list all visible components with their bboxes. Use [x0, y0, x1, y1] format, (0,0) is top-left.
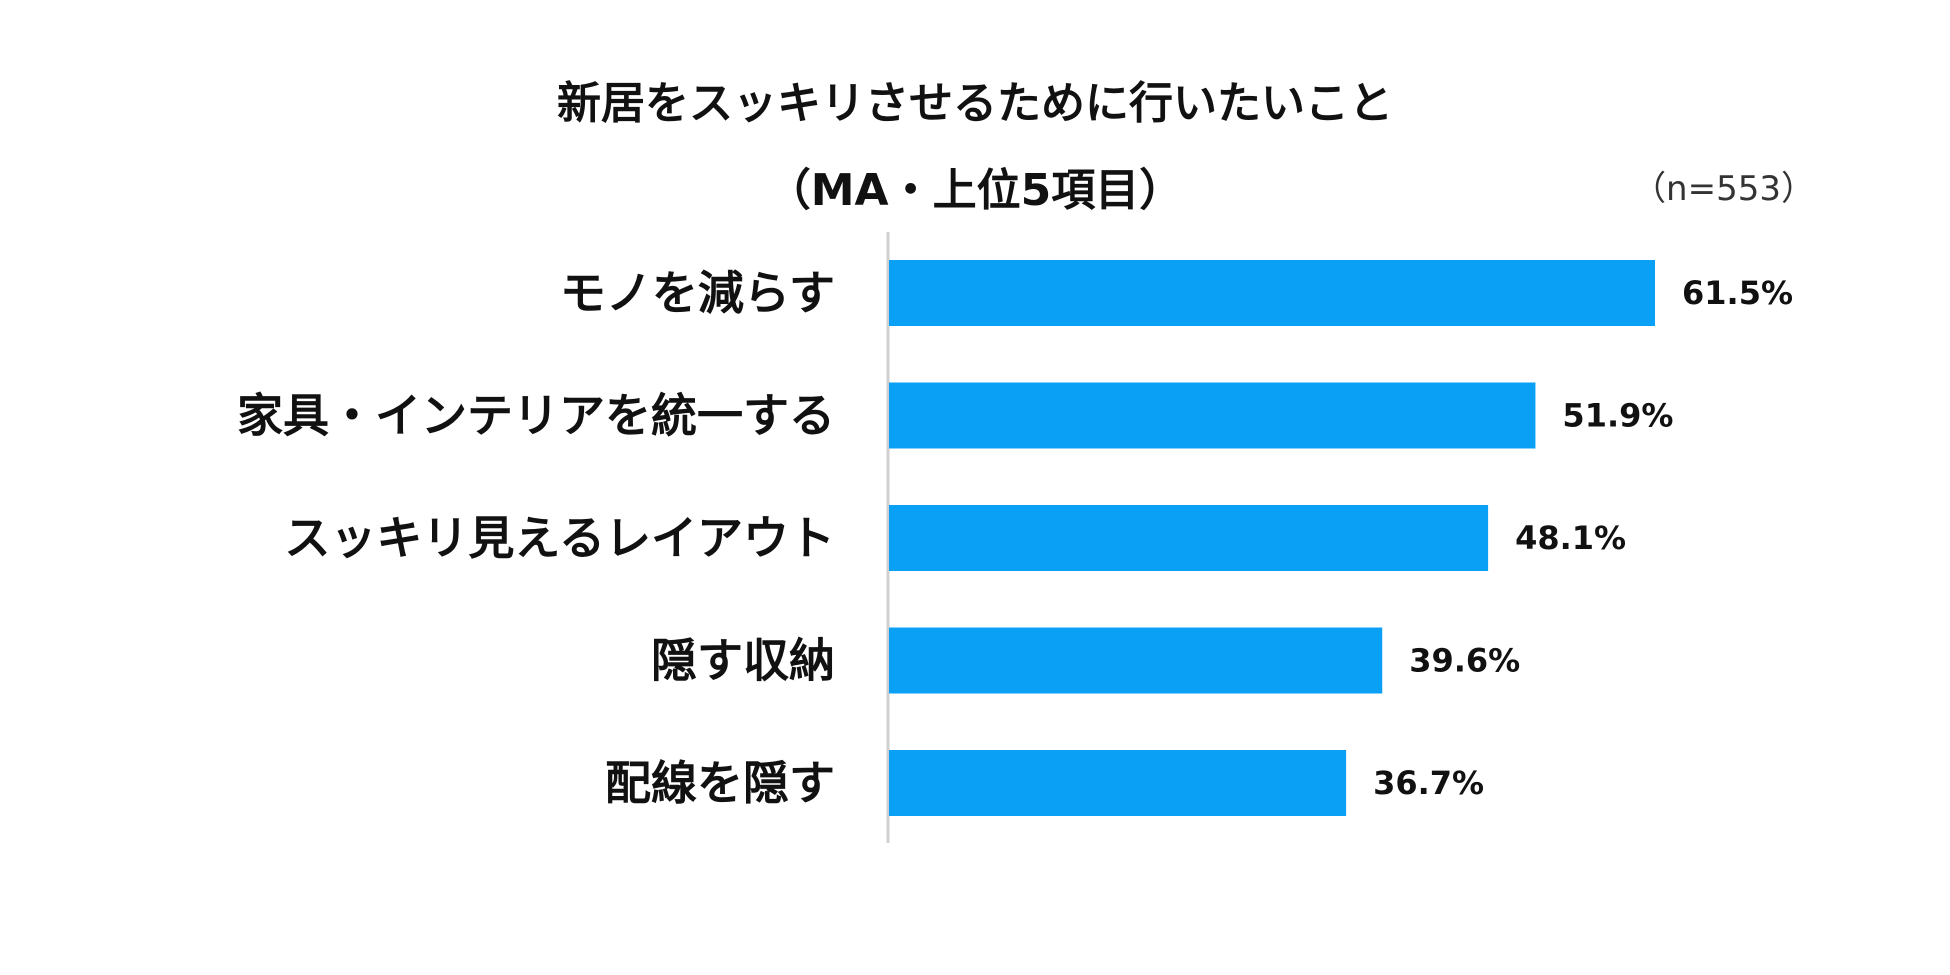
bar — [889, 382, 1536, 449]
value-label: 36.7% — [1373, 764, 1484, 802]
bar — [889, 627, 1383, 694]
chart-subtitle: （MA・上位5項目） — [767, 165, 1183, 216]
bar — [889, 505, 1489, 571]
value-label: 51.9% — [1562, 397, 1673, 435]
category-label: モノを減らす — [560, 266, 835, 320]
bar-series: モノを減らす 61.5% 家具・インテリアを統一する 51.9% スッキリ見えるレイアウ… — [237, 260, 1793, 816]
category-label: スッキリ見えるレイアウト — [284, 511, 835, 565]
chart-title: 新居をスッキリさせるために行いたいこと — [557, 78, 1393, 129]
value-label: 48.1% — [1515, 519, 1626, 557]
category-label: 隠す収納 — [651, 634, 835, 688]
category-label: 配線を隠す — [605, 756, 835, 810]
value-label: 39.6% — [1409, 642, 1520, 680]
sample-size-label: （n=553） — [1632, 169, 1815, 209]
bar — [889, 260, 1655, 326]
bar — [889, 750, 1347, 816]
value-label: 61.5% — [1682, 274, 1793, 312]
category-label: 家具・インテリアを統一する — [237, 389, 835, 443]
